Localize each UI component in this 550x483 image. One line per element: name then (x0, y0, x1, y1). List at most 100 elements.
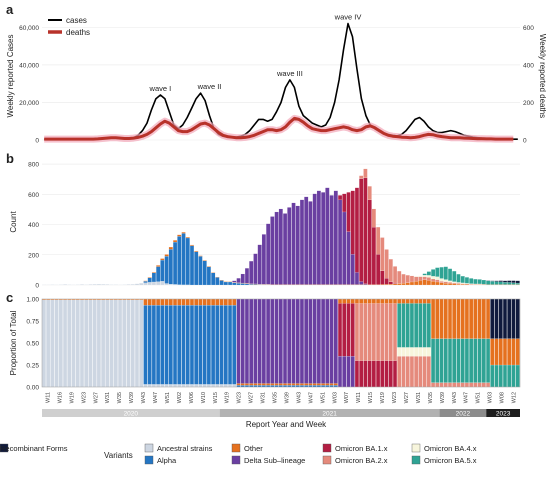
x-tick-label: W06 (189, 392, 195, 403)
panel-c-bar-segment (304, 383, 309, 386)
panel-c-bar-segment (498, 338, 503, 366)
panel-c-bar-segment (494, 338, 499, 366)
x-tick-label: W19 (380, 392, 386, 403)
panel-b-y-ticks: 0 200 400 600 800 (28, 162, 39, 290)
panel-b-bar-segment (388, 281, 393, 285)
panel-c-bar-segment (168, 298, 173, 306)
panel-c-bar-segment (63, 299, 68, 388)
panel-c-bar-segment (426, 356, 431, 388)
panel-c-bar-segment (376, 360, 381, 388)
panel-b-bar-segment (173, 240, 178, 243)
panel-c-bar-segment (312, 385, 317, 388)
panel-b-bar-segment (92, 284, 97, 286)
panel-b-bar-segment (177, 234, 182, 237)
panel-c-bar-segment (477, 298, 482, 339)
panel-b-bar-segment (460, 283, 465, 285)
panel-b-bar-segment (278, 208, 283, 285)
panel-b-bar-segment (452, 283, 457, 286)
panel-b-bar-segment (156, 281, 161, 286)
panel-b-bar-segment (401, 274, 406, 284)
panel-c-bar-segment (261, 385, 266, 388)
panel-c-bar-segment (494, 364, 499, 388)
panel-a-y-tick: 40,000 (19, 62, 39, 69)
panel-c-bar-segment (223, 298, 228, 306)
panel-c-bar-segment (304, 385, 309, 388)
panel-c-bar-segment (393, 303, 397, 361)
panel-b-bar-segment (367, 186, 372, 200)
panel-c-bar-segment (359, 303, 364, 361)
panel-c-bar-segment (397, 303, 402, 348)
panel-c-bar-segment (490, 298, 495, 339)
panel-b-bar-segment (333, 190, 338, 285)
panel-b-bar-segment (464, 283, 469, 285)
panel-c-bar-segment (380, 360, 385, 388)
panel-b-bar-segment (435, 279, 440, 283)
x-tick-label: W43 (452, 392, 458, 403)
panel-b-bar-segment (405, 282, 410, 286)
x-tick-label: W47 (464, 392, 470, 403)
variant-legend-items: Ancestral strains Alpha Other Delta Sub–lin… (0, 443, 477, 465)
legend-swatch (322, 455, 332, 465)
panel-b-bar-segment (359, 281, 364, 285)
panel-b-bar-segment (253, 253, 258, 285)
panel-c-bar-segment (409, 347, 414, 357)
panel-c-bar-segment (67, 299, 72, 388)
panel-a-y-axis-label: Weekly reported Cases (6, 35, 15, 118)
panel-b-bar-segment (414, 281, 419, 286)
panel-c-bar-segment (371, 303, 376, 361)
panel-b-bar-segment (164, 283, 169, 286)
panel-c-bar-segment (498, 298, 503, 339)
panel-c-bar-segment (321, 385, 326, 388)
panel-c-bar-segment (156, 305, 161, 385)
panel-c-bar-segment (333, 383, 338, 386)
x-tick-label: W16 (57, 392, 63, 403)
panel-c-bar-segment (477, 338, 482, 383)
panel-c-bar-segment (325, 298, 330, 384)
panel-b-bar-segment (388, 284, 393, 286)
panel-c-bar-segment (393, 298, 397, 304)
panel-c-bar-segment (473, 298, 478, 339)
panel-c-bar-segment (308, 385, 313, 388)
panel-c-bar-segment (431, 382, 436, 388)
panel-b-bar-segment (156, 266, 161, 282)
panel-c-bar-segment (507, 338, 512, 366)
panel-c-bar-segment (414, 298, 419, 304)
panel-b-bar-segment (426, 277, 431, 281)
x-tick-label: W39 (284, 392, 290, 403)
panel-b-bar-segment (409, 275, 414, 283)
year-band-label: 2021 (322, 411, 337, 418)
panel-b-bar-segment (397, 283, 402, 286)
panel-c-bar-segment (181, 298, 186, 306)
panel-b-bar-segment (384, 284, 389, 286)
panel-c-bar-segment (426, 298, 431, 304)
legend-swatch (411, 443, 421, 453)
panel-c-bar-segment (75, 299, 80, 388)
panel-c-bar-segment (405, 303, 410, 348)
legend-label: Omicron BA.1.x (335, 444, 388, 453)
panel-b-bar-segment (151, 272, 156, 283)
panel-c-bar-segment (244, 383, 249, 386)
x-tick-label: W03 (488, 392, 494, 403)
panel-c-bar-segment (278, 383, 283, 386)
panel-c-bar-segment (253, 383, 258, 386)
panel-a-y-ticks: 0 20,000 40,000 60,000 (19, 25, 39, 145)
panel-c-bar-segment (409, 298, 414, 304)
panel-c-bar-segment (316, 383, 321, 386)
panel-c-bar-segment (469, 382, 474, 388)
legend-swatch (144, 443, 154, 453)
panel-c-bar-segment (173, 384, 178, 388)
panel-b-bar-segment (498, 280, 503, 282)
panel-c-bar-segment (244, 385, 249, 388)
panel-b-bar-segment (456, 283, 461, 285)
panel-c-bar-segment (460, 298, 465, 339)
panel-c-bar-segment (164, 298, 169, 306)
panel-c-bar-segment (418, 347, 423, 357)
panel-b-bar-segment (443, 266, 448, 280)
panel-b-bar-segment (202, 260, 207, 286)
panel-c-bar-segment (198, 384, 203, 388)
panel-b-bar-segment (304, 196, 309, 285)
panel-c-bar-segment (189, 298, 194, 306)
panel-c-bar-segment (304, 298, 309, 384)
legend-swatch (411, 455, 421, 465)
